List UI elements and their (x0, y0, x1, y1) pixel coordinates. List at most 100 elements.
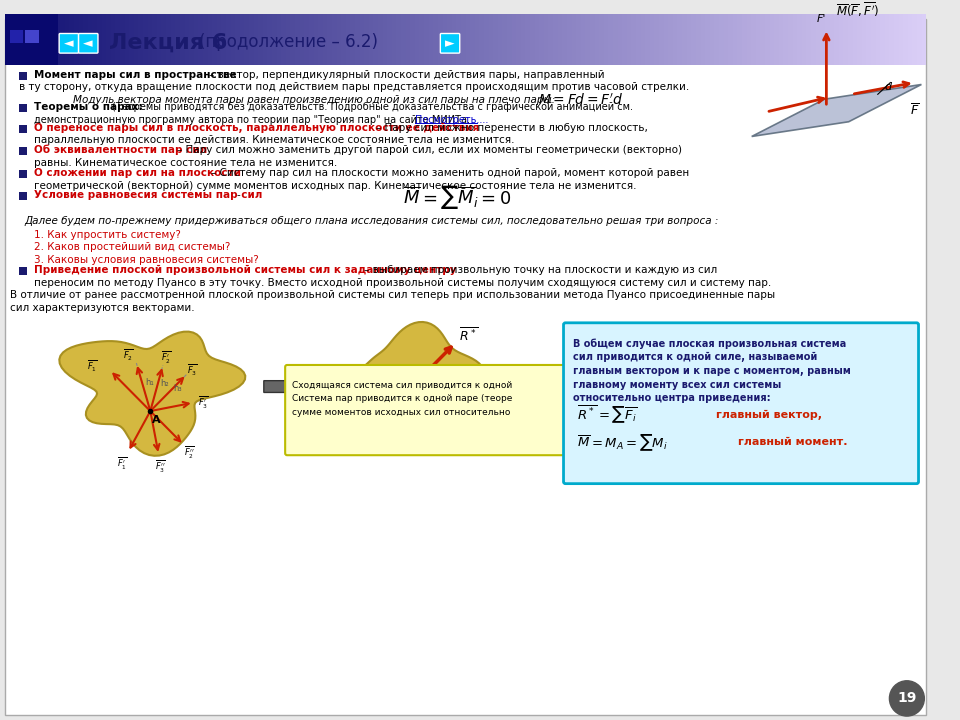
Bar (332, 14, 337, 65)
Bar (714, 14, 719, 65)
Bar (18, 14, 23, 65)
Bar (5, 14, 59, 65)
Text: главный момент.: главный момент. (738, 438, 848, 447)
Bar (719, 14, 724, 65)
Bar (636, 14, 640, 65)
Bar (567, 14, 571, 65)
Bar (563, 14, 567, 65)
Bar (617, 14, 622, 65)
Bar (922, 14, 926, 65)
Bar (14, 14, 18, 65)
Bar (323, 14, 327, 65)
Text: Посмотреть....: Посмотреть.... (415, 114, 489, 125)
Bar (479, 14, 484, 65)
Text: A: A (153, 415, 161, 425)
Bar (87, 14, 92, 65)
Bar (424, 14, 429, 65)
Text: Теоремы о парах:: Теоремы о парах: (34, 102, 143, 112)
Bar (5, 14, 10, 65)
Bar (540, 14, 544, 65)
Bar (309, 14, 314, 65)
Text: $\overline{M}(\overline{F},\overline{F'})$: $\overline{M}(\overline{F},\overline{F'}… (836, 1, 879, 19)
Bar (28, 14, 33, 65)
Text: $\overline{F_3''}$: $\overline{F_3''}$ (156, 459, 166, 475)
Bar (866, 14, 871, 65)
Bar (245, 14, 249, 65)
Bar (194, 14, 199, 65)
Bar (272, 14, 276, 65)
Text: В общем случае плоская произвольная система: В общем случае плоская произвольная сист… (573, 338, 847, 349)
Text: $\overline{R^*} = \sum \overline{F_i}$: $\overline{R^*} = \sum \overline{F_i}$ (577, 404, 637, 426)
Bar (133, 14, 138, 65)
Bar (392, 14, 396, 65)
Bar (655, 14, 660, 65)
Bar (84, 14, 87, 65)
Text: Об эквивалентности пар сил: Об эквивалентности пар сил (34, 145, 207, 156)
Polygon shape (330, 322, 485, 451)
Text: О переносе пары сил в плоскость, параллельную плоскости ее действия: О переносе пары сил в плоскость, паралле… (34, 122, 479, 132)
Bar (166, 14, 171, 65)
Bar (811, 14, 816, 65)
Text: $\overline{R^*}$: $\overline{R^*}$ (459, 327, 478, 344)
Text: d: d (884, 82, 892, 92)
Bar (120, 14, 125, 65)
Bar (788, 14, 793, 65)
Bar (37, 14, 41, 65)
Bar (760, 14, 765, 65)
Bar (668, 14, 673, 65)
Text: $\overline{F_1}$: $\overline{F_1}$ (87, 359, 98, 374)
Bar (217, 14, 222, 65)
Bar (876, 14, 880, 65)
Text: $\overline{F_2''}$: $\overline{F_2''}$ (184, 444, 195, 461)
Bar (222, 14, 226, 65)
Text: равны. Кинематическое состояние тела не изменится.: равны. Кинематическое состояние тела не … (34, 158, 337, 168)
Bar (433, 14, 438, 65)
Text: В отличие от ранее рассмотренной плоской произвольной системы сил теперь при исп: В отличие от ранее рассмотренной плоской… (10, 290, 775, 300)
Bar (64, 14, 69, 65)
Bar (663, 14, 668, 65)
Text: – выбираем произвольную точку на плоскости и каждую из сил: – выбираем произвольную точку на плоскос… (364, 265, 717, 275)
Bar (829, 14, 834, 65)
Bar (660, 14, 663, 65)
Bar (461, 14, 466, 65)
Text: A: A (405, 400, 414, 410)
Bar (373, 14, 378, 65)
Bar (19, 267, 27, 275)
Bar (475, 14, 479, 65)
Text: $\overline{F_3}$: $\overline{F_3}$ (187, 363, 198, 378)
Bar (79, 14, 84, 65)
Bar (862, 14, 866, 65)
Bar (493, 14, 498, 65)
Text: Система пар приводится к одной паре (теоре: Система пар приводится к одной паре (тео… (292, 395, 513, 403)
Bar (176, 14, 180, 65)
Text: Модуль вектора момента пары равен произведению одной из сил пары на плечо пары:: Модуль вектора момента пары равен произв… (73, 95, 555, 105)
Bar (443, 14, 447, 65)
Text: главный вектор,: главный вектор, (716, 410, 822, 420)
Bar (742, 14, 747, 65)
Bar (156, 14, 161, 65)
Bar (110, 14, 115, 65)
Bar (447, 14, 452, 65)
Bar (816, 14, 820, 65)
Bar (184, 14, 189, 65)
Bar (240, 14, 245, 65)
Bar (203, 14, 207, 65)
Text: $\overline{F_2'}$: $\overline{F_2'}$ (161, 349, 172, 366)
Bar (632, 14, 636, 65)
Text: Приведение плоской произвольной системы сил к заданному центру: Приведение плоской произвольной системы … (34, 265, 456, 275)
Bar (581, 14, 586, 65)
Bar (535, 14, 540, 65)
Bar (263, 14, 268, 65)
Bar (599, 14, 604, 65)
Bar (852, 14, 857, 65)
Bar (396, 14, 401, 65)
Bar (917, 14, 922, 65)
Text: $\overline{F_3'}$: $\overline{F_3'}$ (198, 395, 208, 411)
Bar (102, 14, 107, 65)
Bar (696, 14, 701, 65)
Bar (516, 14, 521, 65)
Bar (871, 14, 876, 65)
Text: – вектор, перпендикулярный плоскости действия пары, направленный: – вектор, перпендикулярный плоскости дей… (208, 70, 604, 80)
Bar (737, 14, 742, 65)
Bar (115, 14, 120, 65)
